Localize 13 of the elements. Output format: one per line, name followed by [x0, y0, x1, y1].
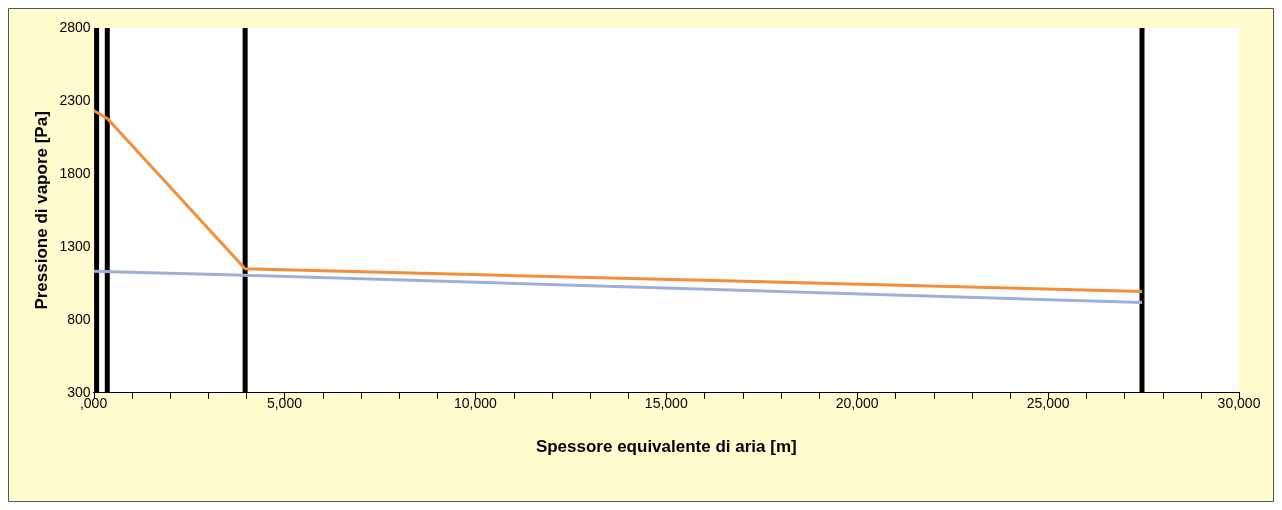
- y-tick-label: 2800: [59, 18, 91, 35]
- x-tick-label: 25,000: [1026, 395, 1070, 412]
- x-tick-label: 5,000: [266, 395, 303, 412]
- y-tick-label: 2300: [59, 91, 91, 108]
- y-tick-label: 800: [67, 310, 91, 327]
- x-tick-label: 15,000: [644, 395, 688, 412]
- y-tick-label: 1300: [59, 237, 91, 254]
- x-tick-label: 10,000: [453, 395, 497, 412]
- x-tick-label: 20,000: [835, 395, 879, 412]
- y-axis-title: Pressione di vapore [Pa]: [31, 111, 51, 310]
- x-tick-label: 30,000: [1217, 395, 1261, 412]
- x-axis-title: Spessore equivalente di aria [m]: [535, 437, 797, 457]
- y-tick-label: 1800: [59, 164, 91, 181]
